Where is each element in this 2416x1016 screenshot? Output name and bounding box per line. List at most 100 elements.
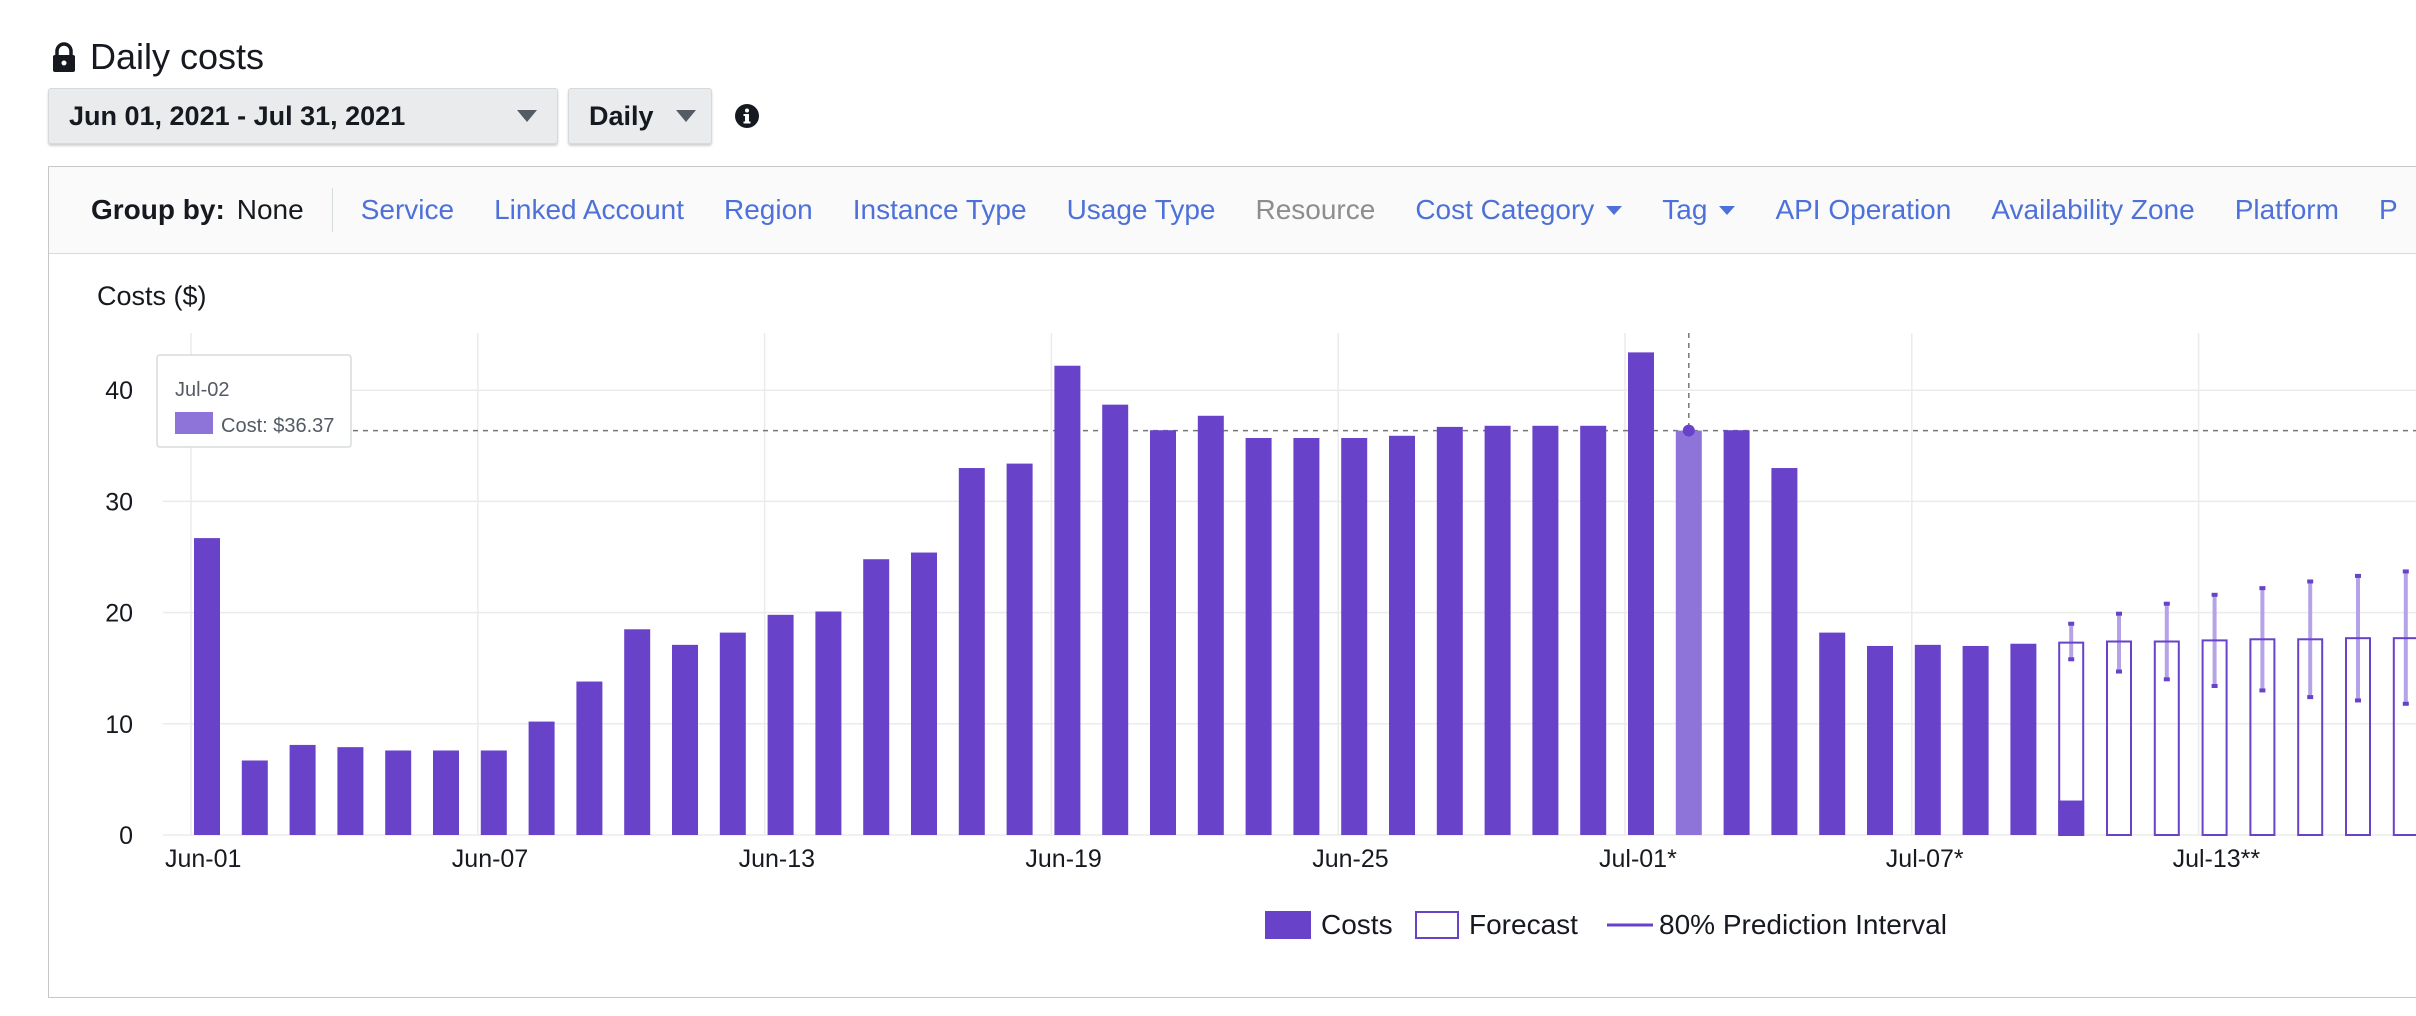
cost-bar	[815, 611, 842, 835]
group-by-option-cost-category[interactable]: Cost Category	[1415, 194, 1623, 226]
x-tick-label: Jul-13**	[2173, 845, 2261, 873]
group-by-label: Group by:	[91, 194, 225, 225]
prediction-interval-cap	[2211, 683, 2218, 688]
group-by-option-p[interactable]: P	[2379, 194, 2398, 226]
cost-bar	[1054, 365, 1081, 835]
forecast-bar	[2297, 638, 2324, 836]
chevron-down-icon	[1606, 205, 1623, 215]
legend-label-interval: 80% Prediction Interval	[1659, 909, 1947, 940]
tooltip-date: Jul-02	[175, 379, 229, 401]
group-by-option-linked-account[interactable]: Linked Account	[494, 194, 684, 226]
group-by-option-instance-type[interactable]: Instance Type	[853, 194, 1027, 226]
info-icon[interactable]	[734, 103, 760, 129]
cost-bar	[576, 681, 603, 835]
y-tick-label: 20	[105, 600, 133, 628]
group-by-option-label: Availability Zone	[1991, 194, 2195, 225]
page-title: Daily costs	[90, 36, 265, 77]
y-tick-label: 10	[105, 711, 133, 739]
group-by-option-label: Resource	[1255, 194, 1376, 225]
prediction-interval-cap	[2355, 573, 2361, 578]
cost-bar	[1150, 430, 1176, 835]
prediction-interval-cap	[2355, 698, 2361, 703]
tooltip-swatch	[175, 412, 213, 434]
cost-bar	[1532, 425, 1559, 835]
cost-bar	[1293, 438, 1320, 835]
prediction-interval-cap	[2163, 601, 2170, 606]
prediction-interval-cap	[2163, 677, 2170, 682]
lock-icon	[53, 42, 75, 72]
cost-bar	[480, 750, 507, 835]
group-by-option-label: Region	[724, 194, 813, 225]
cost-bar	[624, 629, 651, 835]
group-by-option-platform[interactable]: Platform	[2235, 194, 2339, 226]
cost-bar	[289, 744, 316, 835]
divider	[331, 188, 333, 232]
y-tick-label: 40	[105, 377, 133, 405]
granularity-dropdown[interactable]: Daily	[568, 88, 712, 144]
group-by-option-availability-zone[interactable]: Availability Zone	[1991, 194, 2194, 226]
cost-bar	[1675, 430, 1702, 835]
x-tick-label: Jun-07	[452, 845, 528, 873]
prediction-interval-cap	[2068, 621, 2075, 626]
group-by-option-label: Platform	[2234, 194, 2339, 225]
group-by-option-label: P	[2378, 194, 2398, 225]
prediction-interval-cap	[2259, 688, 2266, 693]
prediction-interval-cap	[2259, 586, 2266, 591]
legend-label-forecast: Forecast	[1469, 909, 1578, 940]
cost-bar	[1723, 430, 1750, 835]
x-tick-label: Jun-19	[1025, 845, 1101, 873]
group-by-option-service[interactable]: Service	[361, 194, 454, 226]
group-by-options: Service Linked Account Region Instance Type…	[361, 194, 2416, 226]
header: Daily costs	[52, 36, 264, 78]
group-by-option-api-operation[interactable]: API Operation	[1775, 194, 1951, 226]
date-range-value: Jun 01, 2021 - Jul 31, 2021	[69, 100, 406, 131]
group-by-option-region[interactable]: Region	[724, 194, 813, 226]
chevron-down-icon	[1719, 205, 1736, 215]
cost-panel: Group by: None Service Linked Account Regi…	[48, 166, 2416, 998]
cost-bar	[767, 614, 794, 835]
forecast-bar	[2249, 638, 2276, 836]
x-tick-label: Jun-13	[739, 845, 815, 873]
cost-bar	[528, 721, 555, 835]
group-by-option-tag[interactable]: Tag	[1662, 194, 1736, 226]
group-by-option-label: API Operation	[1775, 194, 1952, 225]
cost-bar	[241, 760, 268, 835]
x-tick-label: Jun-25	[1312, 845, 1388, 873]
forecast-bar	[2201, 639, 2228, 836]
forecast-bar	[2106, 640, 2132, 836]
cost-bar	[1962, 645, 1989, 835]
prediction-interval-cap	[2116, 611, 2122, 616]
cost-bar	[1819, 632, 1846, 835]
controls: Jun 01, 2021 - Jul 31, 2021 Daily	[48, 88, 760, 144]
cost-bar	[911, 552, 937, 835]
cost-bar	[2010, 643, 2037, 835]
forecast-bar	[2058, 641, 2085, 836]
cost-bar	[1628, 352, 1654, 835]
legend-label-costs: Costs	[1321, 909, 1393, 940]
x-tick-label: Jul-07*	[1886, 845, 1964, 873]
date-range-dropdown[interactable]: Jun 01, 2021 - Jul 31, 2021	[48, 88, 558, 144]
cost-bar	[1006, 463, 1033, 835]
cost-bar	[863, 559, 890, 835]
cost-bar	[1197, 415, 1224, 835]
prediction-interval-cap	[2307, 695, 2314, 700]
cost-bar	[1580, 425, 1607, 835]
cost-bar	[1436, 426, 1463, 835]
group-by-option-usage-type[interactable]: Usage Type	[1067, 194, 1216, 226]
cost-bar	[672, 644, 698, 835]
cost-bar	[1771, 468, 1798, 835]
group-by-option-label: Service	[360, 194, 455, 225]
x-tick-label: Jul-01*	[1599, 845, 1677, 873]
prediction-interval-cap	[2116, 669, 2122, 674]
cost-bar	[385, 750, 412, 835]
cost-bar	[1245, 438, 1272, 835]
cost-bar	[719, 632, 746, 835]
group-by-option-resource: Resource	[1255, 194, 1375, 226]
cost-bar	[958, 468, 985, 835]
forecast-bar	[2392, 637, 2416, 836]
group-by-option-label: Tag	[1662, 194, 1708, 225]
forecast-bar	[2153, 640, 2180, 836]
cost-bar	[1389, 435, 1415, 835]
legend-swatch-costs	[1265, 911, 1311, 939]
group-by-value: None	[236, 194, 304, 225]
